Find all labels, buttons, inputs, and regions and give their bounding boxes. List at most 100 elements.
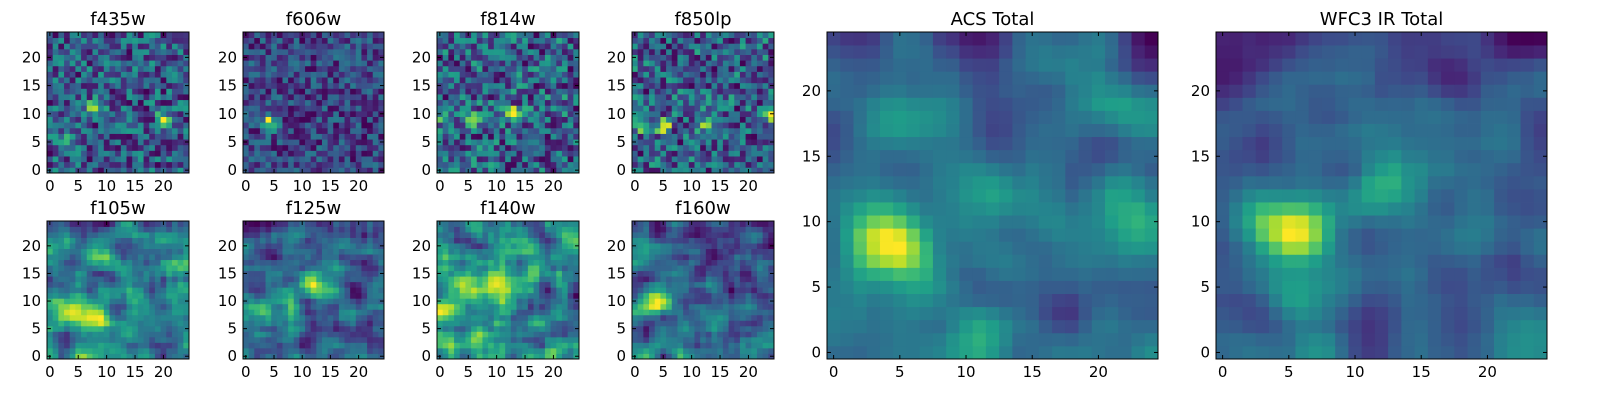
- heat-cell: [321, 298, 328, 305]
- heat-cell: [86, 320, 93, 327]
- heat-cell: [338, 309, 345, 316]
- heat-cell: [171, 298, 179, 305]
- heat-cell: [58, 342, 65, 349]
- heat-cell: [510, 127, 517, 134]
- heat-cell: [533, 226, 540, 233]
- heat-cell: [58, 298, 65, 305]
- panel-title: f850lp: [674, 9, 731, 30]
- heat-cell: [539, 116, 546, 123]
- heat-cell: [344, 32, 351, 39]
- heat-cell: [171, 43, 179, 50]
- heat-cell: [47, 314, 54, 321]
- heat-cell: [103, 71, 110, 78]
- heat-cell: [476, 276, 483, 283]
- heat-cell: [338, 43, 345, 50]
- heat-cell: [751, 325, 758, 332]
- heat-cell: [64, 161, 71, 168]
- heat-cell: [516, 110, 523, 117]
- heat-cell: [734, 144, 741, 151]
- heat-cell: [454, 133, 461, 140]
- heat-cell: [299, 320, 306, 327]
- heat-cell: [705, 303, 712, 310]
- heat-cell: [637, 331, 644, 338]
- heat-cell: [321, 276, 328, 283]
- heat-cell: [561, 150, 569, 157]
- heat-cell: [143, 314, 150, 321]
- heat-cell: [505, 43, 512, 50]
- heat-cell: [58, 127, 65, 134]
- heat-cell: [103, 139, 110, 146]
- heat-cell: [488, 254, 495, 261]
- heat-cell: [92, 342, 99, 349]
- heat-cell: [248, 237, 255, 244]
- heat-cell: [694, 336, 701, 343]
- heat-cell: [722, 331, 729, 338]
- heat-cell: [271, 243, 278, 249]
- heat-cell: [350, 37, 357, 44]
- heat-cell: [454, 144, 461, 151]
- heat-cell: [539, 237, 546, 244]
- heat-cell: [338, 303, 345, 310]
- heat-cell: [372, 342, 379, 349]
- heat-cell: [305, 99, 312, 106]
- heat-cell: [248, 309, 255, 316]
- heat-cell: [254, 127, 261, 134]
- heat-cell: [556, 156, 563, 163]
- heat-cell: [717, 116, 724, 123]
- heat-cell: [567, 254, 574, 261]
- heat-cell: [149, 303, 156, 310]
- heat-cell: [561, 331, 569, 338]
- heat-cell: [103, 82, 110, 89]
- heat-cell: [527, 237, 534, 244]
- heat-cell: [282, 347, 289, 354]
- heat-cell: [694, 298, 701, 305]
- heat-cell: [499, 43, 506, 50]
- heat-cell: [327, 54, 334, 61]
- heat-cell: [378, 281, 385, 288]
- heat-cell: [333, 65, 340, 72]
- heat-cell: [120, 265, 127, 272]
- heat-cell: [756, 60, 764, 67]
- heat-cell: [115, 144, 122, 151]
- heat-cell: [98, 71, 105, 78]
- heat-cell: [666, 347, 673, 354]
- heat-cell: [666, 127, 673, 134]
- heat-cell: [643, 110, 650, 117]
- heat-cell: [58, 292, 65, 299]
- heat-cell: [505, 110, 512, 117]
- heat-cell: [465, 88, 472, 95]
- heat-cell: [109, 94, 116, 101]
- heat-cell: [465, 116, 472, 123]
- heat-cell: [171, 276, 179, 283]
- heat-cell: [120, 342, 127, 349]
- heat-cell: [705, 37, 712, 44]
- heat-cell: [243, 88, 250, 95]
- heat-cell: [471, 65, 478, 72]
- heat-cell: [248, 144, 255, 151]
- heat-cell: [115, 161, 122, 168]
- heat-cell: [52, 156, 59, 163]
- heat-cell: [271, 110, 278, 117]
- heat-cell: [75, 320, 82, 327]
- heat-cell: [103, 161, 110, 168]
- heat-cell: [316, 37, 323, 44]
- heat-cell: [556, 77, 563, 84]
- heat-cell: [533, 259, 540, 266]
- heat-cell: [126, 342, 133, 349]
- heat-cell: [86, 259, 93, 266]
- heat-cell: [143, 144, 150, 151]
- heat-cell: [132, 43, 139, 50]
- x-tick-label: 0: [45, 177, 55, 195]
- heat-cell: [722, 320, 729, 327]
- heat-cell: [126, 167, 133, 174]
- heat-cell: [271, 94, 278, 101]
- heat-cell: [700, 77, 707, 84]
- heat-cell: [361, 226, 368, 233]
- heat-cell: [488, 331, 495, 338]
- heat-cell: [259, 353, 266, 360]
- heat-cell: [745, 60, 752, 67]
- heat-cell: [299, 65, 306, 72]
- heat-cell: [700, 270, 707, 277]
- heat-cell: [756, 167, 764, 174]
